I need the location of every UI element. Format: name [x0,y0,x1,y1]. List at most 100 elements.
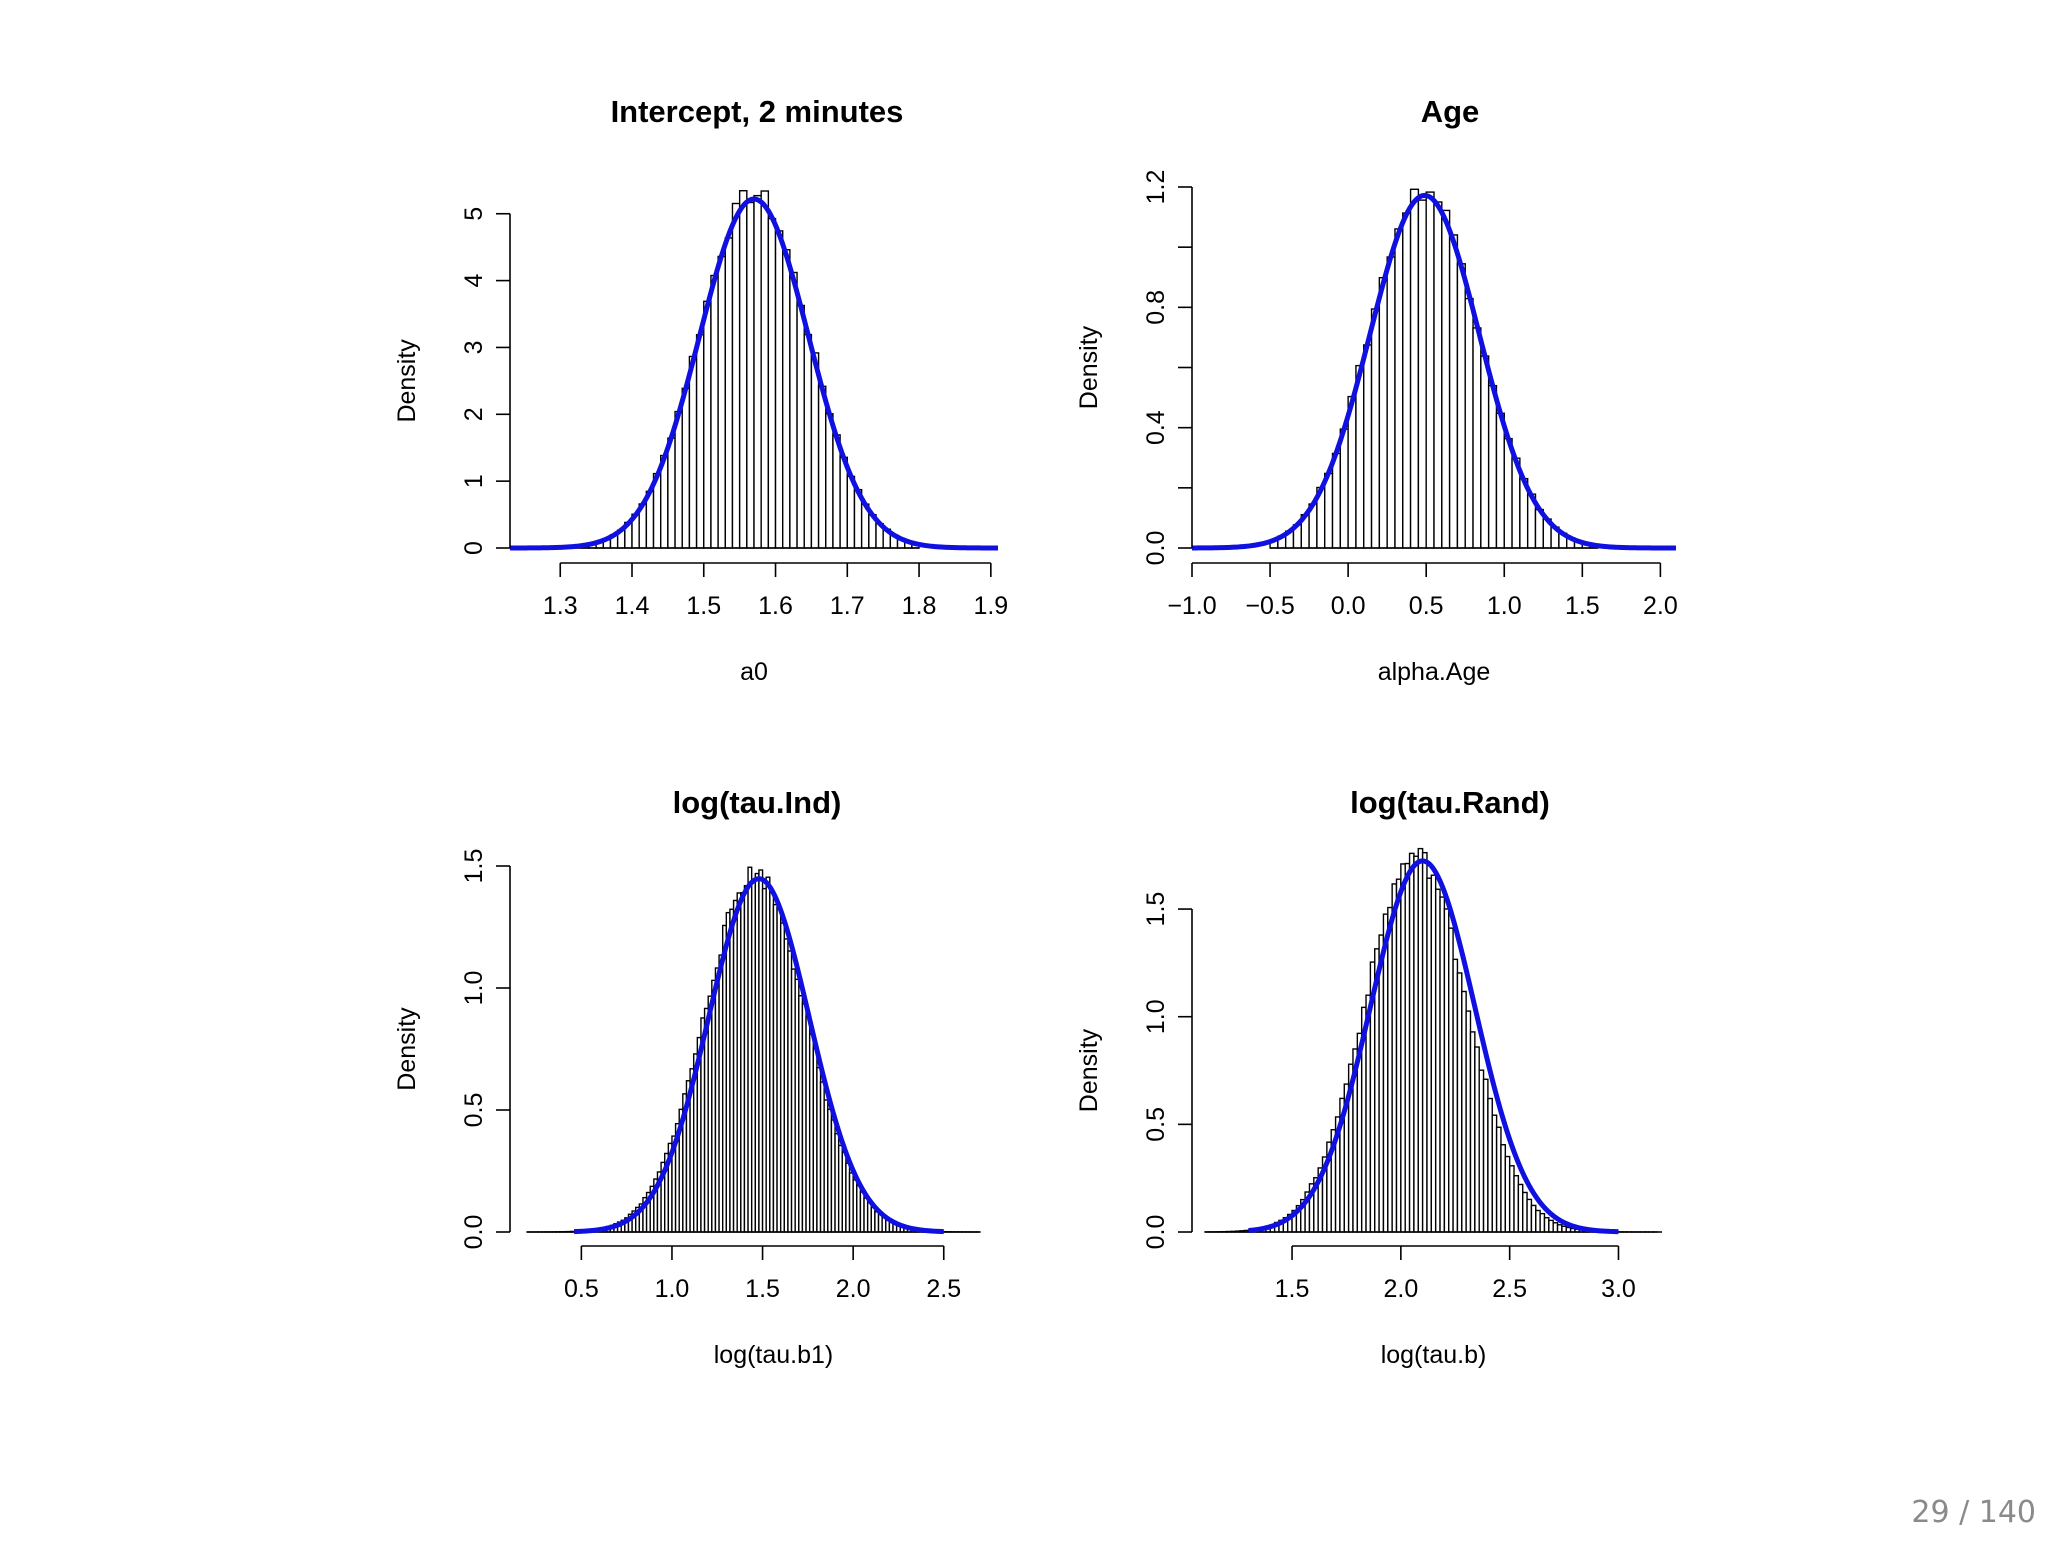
histogram-bar [1340,429,1348,548]
histogram-bar [747,203,754,549]
histogram-bar [1364,345,1372,548]
histogram-bar [1504,439,1512,548]
histogram-bar [1411,189,1419,548]
histogram-bar [718,256,725,548]
y-ticks [1178,187,1192,548]
x-axis-label: log(tau.b) [1381,1341,1487,1369]
panel-title: Age [1421,94,1480,129]
y-tick-label: 0.5 [1142,1107,1170,1142]
x-ticks [1192,563,1660,577]
x-tick-label: 2.5 [1492,1275,1527,1303]
x-tick-label: 2.0 [836,1275,871,1303]
histogram-bar [740,191,747,548]
x-tick-label: 0.5 [1409,592,1444,620]
y-ticks [1178,909,1192,1232]
histogram-bar [1489,386,1497,548]
y-tick-label: 2 [460,407,488,421]
x-tick-label: 1.5 [686,592,721,620]
x-tick-label: 1.4 [615,592,650,620]
y-tick-label: 0.4 [1142,410,1170,445]
histogram-bar [1379,278,1387,548]
y-ticks [496,866,510,1232]
histogram-bars [575,191,919,548]
x-ticks [560,563,991,577]
histogram-bars [1205,849,1662,1232]
histogram-bar [1465,299,1473,548]
y-tick-label: 1.0 [460,971,488,1006]
y-tick-label: 0 [460,541,488,555]
y-axis: 0 1 2 3 4 5 [460,207,510,555]
histogram-bar [697,335,704,548]
y-axis: 0.0 0.5 1.0 1.5 [1142,892,1192,1250]
y-tick-label: 0.0 [1142,531,1170,566]
histogram-bar [790,273,797,549]
histogram-bars [527,867,980,1232]
y-tick-label: 0.0 [460,1215,488,1250]
histogram-bar [704,301,711,548]
y-axis: 0.0 0.4 0.8 1.2 [1142,170,1192,566]
histogram-bar [1395,229,1403,548]
y-tick-label: 0.8 [1142,290,1170,325]
histogram-bar [1426,192,1434,548]
y-ticks [496,214,510,548]
histogram-bar [804,335,811,548]
x-tick-label: 2.5 [926,1275,961,1303]
histogram-bar [761,191,768,548]
histogram-bar [1434,202,1442,548]
histogram-bar [1442,210,1450,548]
y-tick-label: 4 [460,274,488,288]
x-tick-label: 3.0 [1601,1275,1636,1303]
x-ticks [1292,1246,1618,1260]
histogram-bar [1387,257,1395,548]
page-number: 29 / 140 [1911,1495,2036,1530]
histogram-bar [811,353,818,548]
panel-title: Intercept, 2 minutes [611,94,904,129]
histogram-bar [668,438,675,548]
x-tick-label: 1.0 [1487,592,1522,620]
histogram-bar [797,305,804,548]
x-tick-label: 2.0 [1383,1275,1418,1303]
x-axis: 1.5 2.0 2.5 3.0 [1275,1246,1636,1303]
y-tick-label: 0.5 [460,1093,488,1128]
histogram-bar [689,356,696,548]
y-axis-label: Density [1075,325,1103,409]
x-tick-label: 1.5 [1565,592,1600,620]
panel-intercept: Intercept, 2 minutes 1.3 1.4 1.5 1.6 1.7… [393,94,1008,686]
y-tick-label: 3 [460,340,488,354]
histogram-bar [1481,356,1489,548]
panel-age: Age −1.0 −0.5 0.0 0.5 1.0 1.5 2.0 0.0 0.… [1075,94,1678,686]
x-tick-label: 1.6 [758,592,793,620]
histogram-bar [682,388,689,548]
x-axis: 0.5 1.0 1.5 2.0 2.5 [564,1246,961,1303]
x-tick-label: 1.9 [973,592,1008,620]
histogram-bar [1418,200,1426,548]
histogram-bar [1403,213,1411,548]
histogram-bar [776,231,783,548]
histogram-bar [732,204,739,549]
x-tick-label: 1.7 [830,592,865,620]
histogram-bar [725,238,732,548]
histogram-bar [1450,235,1458,548]
y-tick-label: 1.5 [1142,892,1170,927]
y-tick-label: 1 [460,474,488,488]
y-tick-label: 1.5 [460,849,488,884]
x-tick-label: 0.5 [564,1275,599,1303]
histogram-bar [1473,328,1481,548]
x-ticks [581,1246,943,1260]
histogram-bar [783,250,790,548]
x-tick-label: 1.0 [655,1275,690,1303]
x-tick-label: −1.0 [1167,592,1216,620]
histogram-bar [1372,309,1380,548]
histogram-bar [1496,413,1504,548]
x-axis: −1.0 −0.5 0.0 0.5 1.0 1.5 2.0 [1167,563,1677,620]
x-axis: 1.3 1.4 1.5 1.6 1.7 1.8 1.9 [543,563,1008,620]
histogram-bar [754,196,761,548]
x-tick-label: 0.0 [1331,592,1366,620]
y-axis-label: Density [1075,1028,1103,1112]
x-tick-label: −0.5 [1245,592,1294,620]
x-tick-label: 1.5 [745,1275,780,1303]
histogram-bar [711,276,718,548]
y-tick-label: 5 [460,207,488,221]
